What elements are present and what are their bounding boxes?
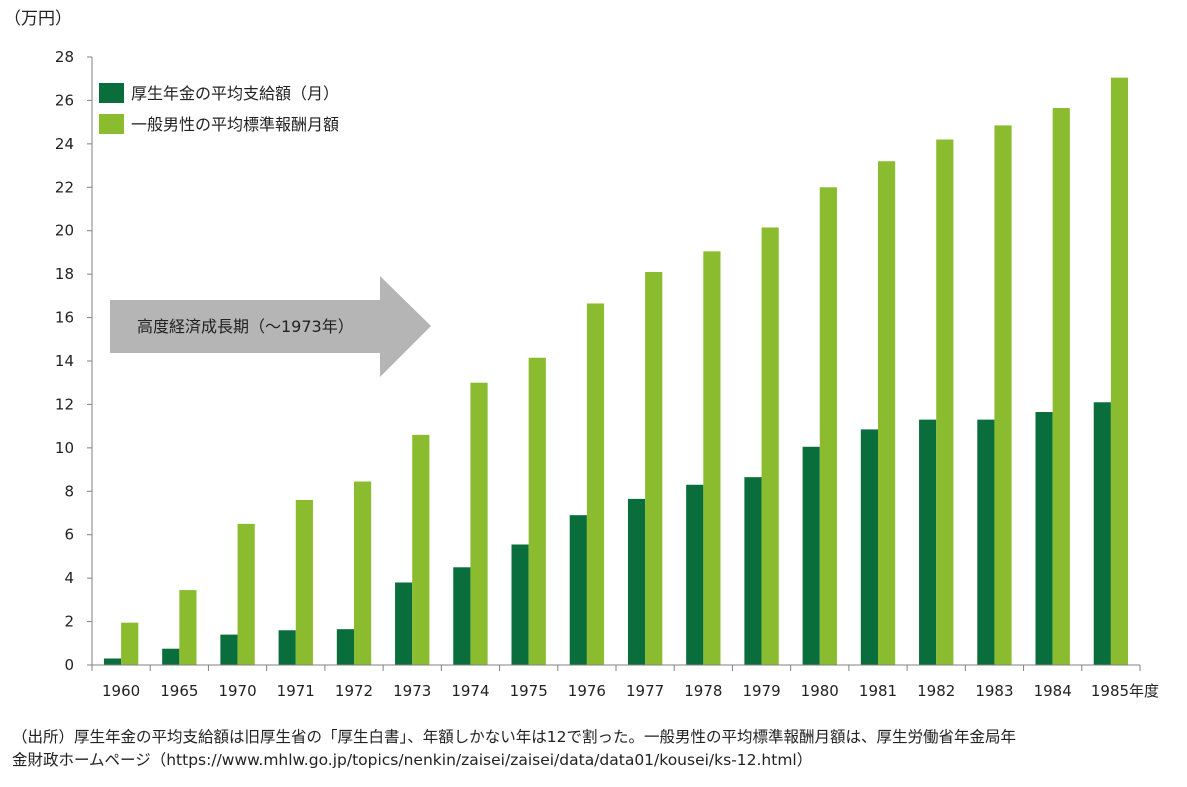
- bar-pension: [627, 498, 646, 665]
- annotation: 高度経済成長期（～1973年）: [110, 276, 431, 377]
- x-tick-label: 1978: [684, 682, 722, 700]
- bar-salary: [878, 161, 896, 666]
- bar-salary: [936, 139, 954, 665]
- x-tick-label: 1965: [160, 682, 198, 700]
- x-tick-label: 1976: [568, 682, 606, 700]
- x-tick-label: 1984: [1034, 682, 1072, 700]
- y-tick-label: 10: [55, 439, 74, 457]
- bar-pension: [977, 419, 995, 665]
- y-tick-label: 2: [64, 613, 74, 631]
- bar-pension: [162, 648, 180, 665]
- x-tick-label: 1980: [801, 682, 839, 700]
- bar-pension: [220, 634, 238, 665]
- y-tick-label: 16: [55, 309, 74, 327]
- y-tick-label: 8: [64, 482, 74, 500]
- bar-salary: [645, 271, 663, 665]
- x-axis-ticks: 1960 1965 1970 1971 1972 1973 1974 1975 1976 1977…: [91, 665, 1159, 700]
- y-tick-label: 0: [64, 656, 74, 674]
- bar-pension: [336, 629, 354, 665]
- y-tick-label: 22: [55, 178, 74, 196]
- y-tick-label: 6: [64, 526, 74, 544]
- legend-label-pension: 厚生年金の平均支給額（月）: [131, 84, 339, 103]
- bar-pension: [103, 658, 122, 665]
- y-unit-label: （万円）: [4, 9, 72, 29]
- bar-salary: [586, 303, 605, 665]
- x-tick-label: 1973: [393, 682, 431, 700]
- x-tick-label: 1982: [917, 682, 955, 700]
- bar-pension: [278, 630, 296, 665]
- legend-swatch-pension: [99, 83, 124, 103]
- source-note-line-1: （出所）厚生年金の平均支給額は旧厚生省の「厚生白書」、年額しかない年は12で割っ…: [12, 728, 1016, 746]
- bar-salary: [354, 481, 372, 665]
- bar-salary: [295, 499, 313, 665]
- x-tick-label: 1981: [859, 682, 897, 700]
- y-tick-label: 20: [55, 222, 74, 240]
- bars: [103, 77, 1129, 666]
- x-tick-label: 1983: [975, 682, 1013, 700]
- bar-salary: [470, 382, 488, 665]
- bar-pension: [1035, 412, 1053, 665]
- bar-pension: [511, 544, 529, 665]
- legend: 厚生年金の平均支給額（月） 一般男性の平均標準報酬月額: [99, 83, 339, 134]
- annotation-arrow: [110, 276, 431, 377]
- x-tick-label: 1985年度: [1091, 682, 1159, 700]
- bar-pension: [802, 446, 820, 665]
- x-tick-label: 1977: [626, 682, 664, 700]
- bar-pension: [919, 419, 937, 665]
- x-tick-label: 1975: [510, 682, 548, 700]
- x-tick-label: 1972: [335, 682, 373, 700]
- bar-salary: [179, 590, 197, 665]
- y-tick-label: 18: [55, 265, 74, 283]
- source-note: （出所）厚生年金の平均支給額は旧厚生省の「厚生白書」、年額しかない年は12で割っ…: [12, 726, 1177, 772]
- source-note-line-2: 金財政ホームページ（https://www.mhlw.go.jp/topics/…: [12, 751, 813, 769]
- bar-salary: [412, 434, 430, 665]
- y-tick-label: 14: [55, 352, 74, 370]
- bar-salary: [819, 187, 837, 666]
- x-tick-label: 1960: [102, 682, 140, 700]
- y-tick-label: 24: [55, 135, 74, 153]
- y-tick-label: 28: [55, 48, 74, 66]
- bar-salary: [1110, 77, 1129, 665]
- x-tick-label: 1970: [218, 682, 256, 700]
- annotation-text: 高度経済成長期（～1973年）: [137, 317, 354, 336]
- bar-pension: [569, 515, 587, 665]
- bar-pension: [686, 484, 704, 665]
- bar-salary: [761, 227, 779, 665]
- legend-label-salary: 一般男性の平均標準報酬月額: [131, 115, 339, 134]
- bar-pension: [453, 567, 471, 665]
- x-tick-label: 1971: [277, 682, 315, 700]
- bar-pension: [860, 429, 878, 665]
- x-tick-label: 1974: [451, 682, 489, 700]
- y-tick-label: 4: [64, 569, 74, 587]
- bar-salary: [703, 251, 721, 665]
- bar-salary: [528, 357, 546, 665]
- legend-swatch-salary: [99, 114, 124, 134]
- bar-pension: [395, 582, 413, 665]
- bar-pension: [1093, 402, 1111, 665]
- x-tick-label: 1979: [742, 682, 780, 700]
- bar-salary: [994, 125, 1012, 665]
- bar-salary: [1052, 108, 1070, 665]
- bar-salary: [121, 622, 139, 665]
- bar-salary: [237, 523, 255, 665]
- bar-pension: [744, 477, 762, 665]
- y-tick-label: 26: [55, 91, 74, 109]
- y-tick-label: 12: [55, 395, 74, 413]
